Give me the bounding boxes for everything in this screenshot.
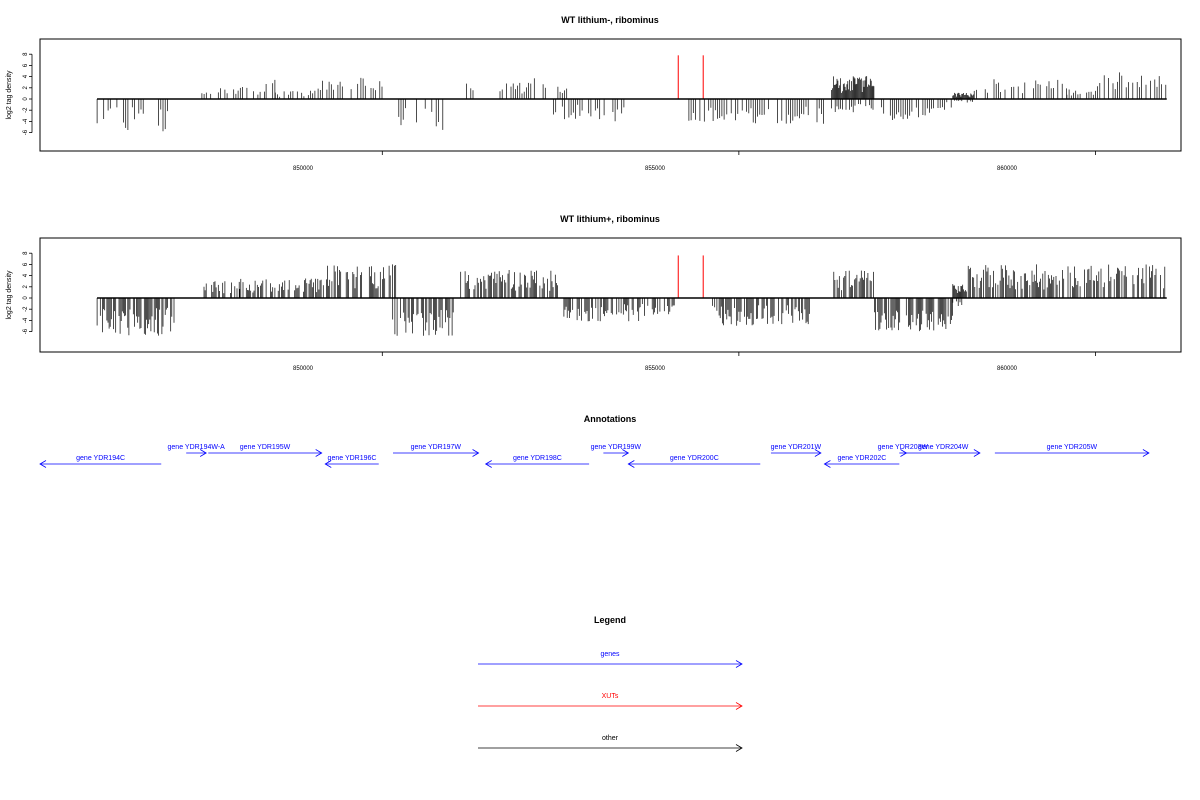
gene-label: gene YDR195W (240, 444, 291, 451)
xut-spikes (677, 255, 704, 298)
gene-arrow: gene YDR198C (484, 455, 590, 468)
gene-arrowhead (1142, 449, 1150, 457)
y-tick-label: 0 (23, 97, 29, 101)
legend-items: genes XUTs other (478, 651, 743, 752)
gene-label: gene YDR196C (328, 455, 377, 462)
y-axis-label: log2 tag density (6, 70, 13, 120)
y-tick-label: 8 (23, 251, 29, 255)
gene-arrow: gene YDR197W (392, 444, 480, 457)
x-tick-label: 860000 (997, 166, 1018, 172)
gene-arrow: gene YDR204W (906, 444, 981, 457)
x-tick-label: 860000 (997, 366, 1018, 372)
legend-arrowhead (735, 660, 743, 668)
y-tick-label: -6 (23, 129, 29, 135)
gene-label: gene YDR202C (837, 455, 886, 462)
y-tick-label: 8 (23, 52, 29, 56)
y-axis: -6 -4 -2 0 2 4 6 8 (23, 52, 33, 135)
track-panel-lithium-minus: WT lithium-, ribominus log2 tag density … (6, 15, 1182, 172)
x-axis: 850000 855000 860000 (293, 352, 1096, 372)
plot-frame (39, 38, 1182, 152)
gene-arrowhead (627, 460, 635, 468)
gene-arrowhead (823, 460, 831, 468)
gene-label: gene YDR194C (76, 455, 125, 462)
gene-arrowhead (472, 449, 480, 457)
legend-item: other (478, 735, 743, 752)
legend-arrowhead (735, 744, 743, 752)
gene-arrow: gene YDR196C (324, 455, 379, 468)
y-tick-label: -2 (23, 306, 29, 312)
gene-arrow: gene YDR205W (994, 444, 1150, 457)
gene-arrow: gene YDR201W (771, 444, 822, 457)
density-bars (96, 72, 1167, 132)
gene-arrowhead (484, 460, 492, 468)
gene-arrows: gene YDR194C gene YDR194W-A gene YDR195W ge… (39, 444, 1150, 468)
legend-label: other (602, 735, 619, 742)
gene-label: gene YDR200C (670, 455, 719, 462)
y-tick-label: 4 (23, 74, 29, 78)
legend-label: genes (600, 651, 620, 658)
gene-arrow: gene YDR200C (627, 455, 761, 468)
y-tick-label: 2 (23, 284, 29, 288)
x-tick-label: 855000 (645, 366, 666, 372)
gene-arrowhead (39, 460, 47, 468)
x-axis: 850000 855000 860000 (293, 151, 1096, 172)
y-tick-label: -6 (23, 328, 29, 334)
legend: Legend genes XUTs other (478, 615, 743, 752)
gene-label: gene YDR205W (1047, 444, 1098, 451)
gene-arrow: gene YDR194C (39, 455, 162, 468)
track-panel-lithium-plus: WT lithium+, ribominus log2 tag density … (6, 214, 1182, 372)
y-tick-label: -4 (23, 118, 29, 124)
gene-arrowhead (622, 449, 630, 457)
gene-label: gene YDR198C (513, 455, 562, 462)
gene-arrowhead (199, 449, 207, 457)
annotations-title: Annotations (584, 414, 637, 424)
gene-arrow: gene YDR195W (208, 444, 323, 457)
gene-label: gene YDR201W (771, 444, 822, 451)
x-tick-label: 855000 (645, 166, 666, 172)
y-tick-label: 6 (23, 262, 29, 266)
gene-label: gene YDR203W (878, 444, 929, 451)
plot-frame (39, 237, 1182, 353)
panel-title: WT lithium-, ribominus (561, 15, 659, 25)
legend-item: genes (478, 651, 743, 668)
y-tick-label: 6 (23, 63, 29, 67)
panel-title: WT lithium+, ribominus (560, 214, 660, 224)
legend-label: XUTs (602, 693, 619, 700)
legend-title: Legend (594, 615, 626, 625)
gene-arrow: gene YDR194W-A (168, 444, 226, 457)
y-tick-label: 4 (23, 273, 29, 277)
y-tick-label: -2 (23, 107, 29, 113)
gene-arrowhead (324, 460, 332, 468)
legend-item: XUTs (478, 693, 743, 710)
gene-label: gene YDR204W (918, 444, 969, 451)
y-axis-label: log2 tag density (6, 270, 13, 320)
gene-arrowhead (973, 449, 981, 457)
y-tick-label: 0 (23, 296, 29, 300)
x-tick-label: 850000 (293, 166, 314, 172)
gene-label: gene YDR197W (411, 444, 462, 451)
gene-arrow: gene YDR202C (823, 455, 900, 468)
density-bars (96, 264, 1166, 336)
gene-label: gene YDR199W (591, 444, 642, 451)
x-tick-label: 850000 (293, 366, 314, 372)
gene-arrow: gene YDR199W (591, 444, 642, 457)
y-tick-label: -4 (23, 317, 29, 323)
gene-arrowhead (315, 449, 323, 457)
y-axis: -6 -4 -2 0 2 4 6 8 (23, 251, 33, 334)
legend-arrowhead (735, 702, 743, 710)
gene-label: gene YDR194W-A (168, 444, 226, 451)
xut-spikes (677, 55, 704, 99)
y-tick-label: 2 (23, 85, 29, 89)
gene-arrowhead (814, 449, 822, 457)
